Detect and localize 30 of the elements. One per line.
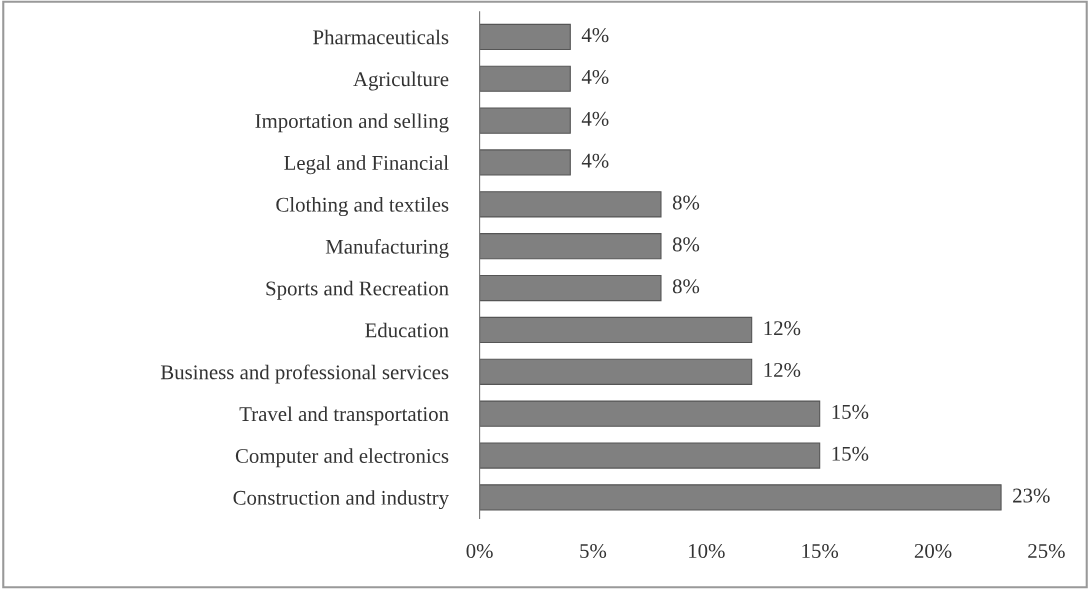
data-label: 4% [581, 153, 609, 168]
data-label: 8% [672, 279, 700, 294]
data-label: 12% [764, 321, 801, 336]
y-tick-label: Agriculture [353, 71, 449, 91]
x-tick-label: 0% [466, 543, 493, 559]
y-tick-label: Manufacturing [325, 238, 449, 259]
y-tick-label: Legal and Financial [284, 155, 449, 175]
data-label: 15% [832, 404, 869, 419]
x-tick-label: 15% [802, 543, 839, 559]
y-tick-label: Sports and Recreation [266, 280, 449, 300]
data-label: 12% [764, 362, 801, 378]
data-label: 4% [581, 111, 609, 126]
x-tick-label: 10% [689, 543, 725, 559]
y-tick-label: Business and professional services [160, 364, 449, 384]
x-tick-label: 25% [1028, 543, 1065, 559]
data-label: 4% [581, 28, 609, 43]
y-tick-label: Clothing and textiles [276, 197, 449, 217]
x-tick-label: 5% [580, 543, 607, 559]
data-label: 8% [672, 237, 700, 252]
y-tick-label: Importation and selling [255, 113, 449, 133]
data-label: 23% [1013, 488, 1050, 503]
y-tick-label: Education [365, 322, 449, 338]
x-tick-label: 20% [914, 543, 952, 559]
y-tick-label: Travel and transportation [239, 406, 449, 426]
y-tick-label: Construction and industry [233, 490, 449, 510]
data-label: 15% [832, 446, 869, 461]
y-tick-label: Computer and electronics [235, 448, 449, 468]
data-label: 4% [581, 69, 609, 85]
data-label: 8% [672, 195, 700, 210]
y-tick-label: Pharmaceuticals [313, 29, 449, 45]
